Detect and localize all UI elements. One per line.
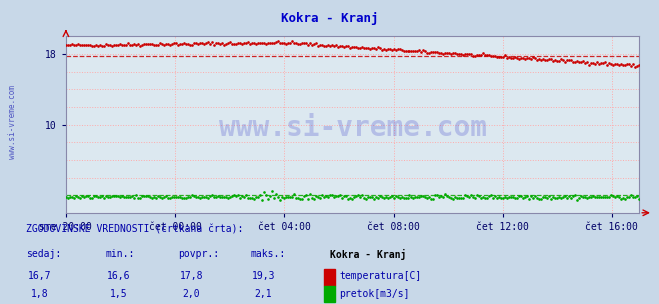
- Text: povpr.:: povpr.:: [178, 249, 219, 259]
- Text: 16,6: 16,6: [107, 271, 130, 281]
- Text: 16,7: 16,7: [28, 271, 51, 281]
- Text: www.si-vreme.com: www.si-vreme.com: [8, 85, 17, 159]
- Text: Kokra - Kranj: Kokra - Kranj: [330, 249, 406, 260]
- Text: www.si-vreme.com: www.si-vreme.com: [219, 114, 486, 142]
- Text: 2,1: 2,1: [255, 289, 272, 299]
- Text: 19,3: 19,3: [252, 271, 275, 281]
- Text: ZGODOVINSKE VREDNOSTI (črtkana črta):: ZGODOVINSKE VREDNOSTI (črtkana črta):: [26, 225, 244, 235]
- Text: 17,8: 17,8: [179, 271, 203, 281]
- Text: temperatura[C]: temperatura[C]: [339, 271, 422, 281]
- Text: 2,0: 2,0: [183, 289, 200, 299]
- Text: pretok[m3/s]: pretok[m3/s]: [339, 289, 410, 299]
- Text: 1,8: 1,8: [31, 289, 48, 299]
- Text: sedaj:: sedaj:: [26, 249, 61, 259]
- Text: maks.:: maks.:: [250, 249, 285, 259]
- Text: Kokra - Kranj: Kokra - Kranj: [281, 12, 378, 25]
- Text: min.:: min.:: [105, 249, 135, 259]
- Text: 1,5: 1,5: [110, 289, 127, 299]
